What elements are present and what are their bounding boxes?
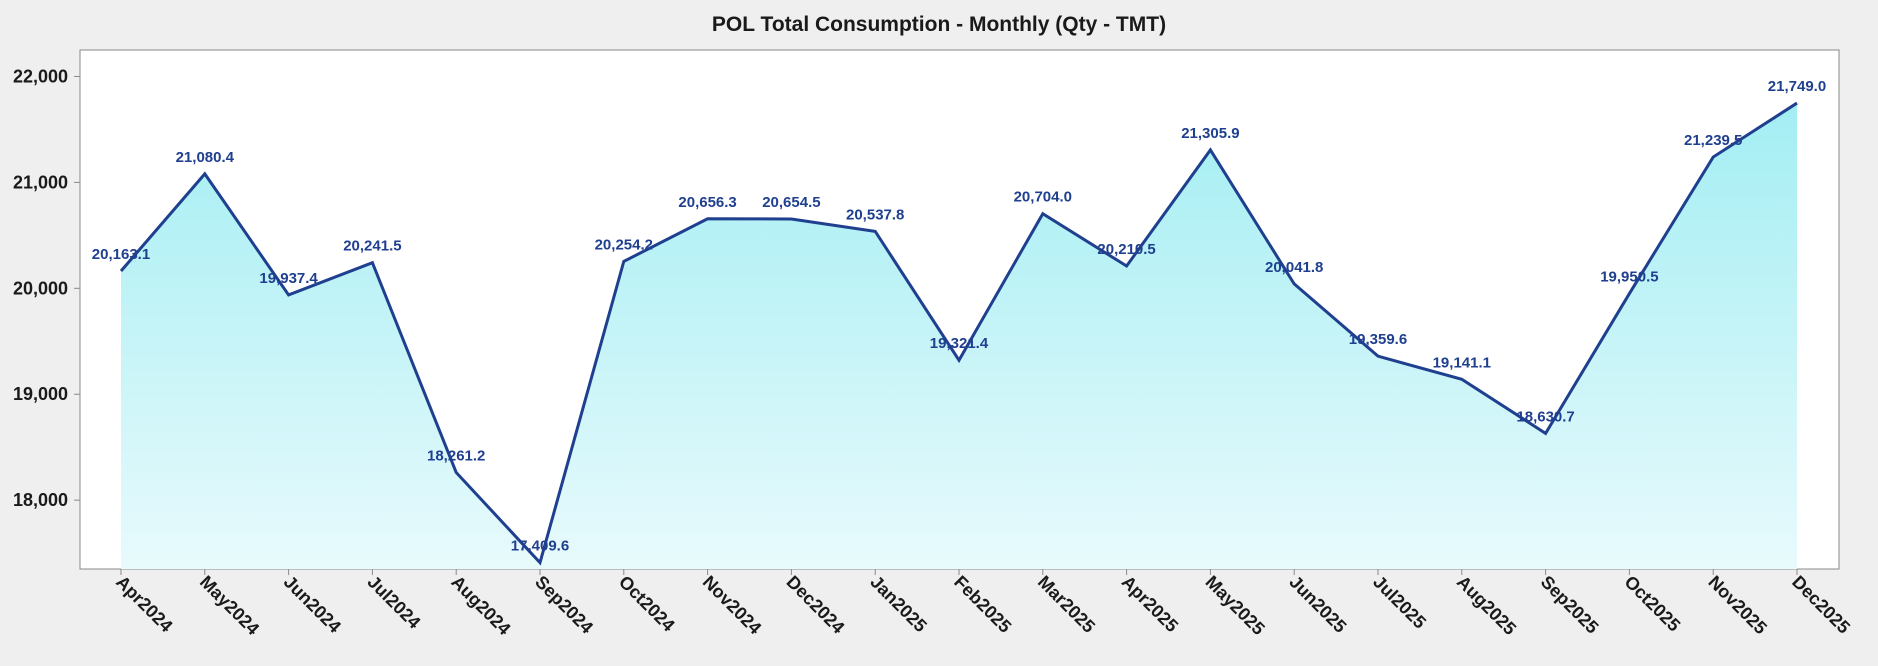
y-tick-label: 21,000 <box>13 172 68 192</box>
data-label: 20,654.5 <box>762 194 820 211</box>
x-tick-label: Aug2024 <box>447 572 514 639</box>
data-label: 20,210.5 <box>1097 241 1155 258</box>
x-tick-label: May2024 <box>196 572 263 639</box>
data-labels: 20,163.1 21,080.4 19,937.4 20,241.5 18,261.2… <box>92 78 1826 555</box>
x-tick-label: Oct2024 <box>615 572 679 636</box>
data-label: 17,409.6 <box>511 538 569 555</box>
data-label: 21,305.9 <box>1181 125 1239 142</box>
x-tick-label: Sep2024 <box>531 572 597 638</box>
data-label: 21,080.4 <box>176 149 235 166</box>
data-label: 19,950.5 <box>1600 269 1658 286</box>
series-area <box>121 103 1797 570</box>
data-label: 20,704.0 <box>1014 189 1072 206</box>
x-tick-label: Nov2024 <box>699 572 766 639</box>
data-label: 20,241.5 <box>343 238 401 255</box>
x-tick-label: Oct2025 <box>1621 572 1685 636</box>
data-label: 20,656.3 <box>678 194 736 211</box>
x-tick-label: May2025 <box>1202 572 1269 639</box>
x-tick-label: Apr2024 <box>112 572 176 636</box>
x-axis: Apr2024 May2024 Jun2024 Jul2024 Aug2024 Sep20… <box>112 569 1854 639</box>
data-label: 18,261.2 <box>427 447 485 464</box>
y-tick-label: 18,000 <box>13 490 68 510</box>
x-tick-label: Sep2025 <box>1537 572 1603 638</box>
x-tick-label: Dec2024 <box>783 572 849 638</box>
data-label: 19,359.6 <box>1349 331 1407 348</box>
y-axis: 18,000 19,000 20,000 21,000 22,000 <box>13 66 80 510</box>
data-label: 20,537.8 <box>846 206 904 223</box>
x-tick-label: Apr2025 <box>1118 572 1182 636</box>
x-tick-label: Aug2025 <box>1453 572 1520 639</box>
data-label: 21,239.5 <box>1684 132 1742 149</box>
x-tick-label: Jul2025 <box>1369 572 1430 633</box>
x-tick-label: Feb2025 <box>950 572 1015 637</box>
data-label: 21,749.0 <box>1768 78 1826 95</box>
y-tick-label: 22,000 <box>13 66 68 86</box>
x-tick-label: Jun2024 <box>280 572 345 637</box>
data-label: 20,041.8 <box>1265 259 1323 276</box>
x-tick-label: Jan2025 <box>866 572 930 636</box>
x-tick-label: Nov2025 <box>1704 572 1771 639</box>
y-tick-label: 20,000 <box>13 278 68 298</box>
data-label: 18,630.7 <box>1516 408 1574 425</box>
chart-title: POL Total Consumption - Monthly (Qty - T… <box>712 13 1166 36</box>
x-tick-label: Mar2025 <box>1034 572 1099 637</box>
series-group <box>119 101 1798 570</box>
data-label: 20,254.2 <box>595 236 653 253</box>
data-label: 20,163.1 <box>92 246 150 263</box>
x-tick-label: Dec2025 <box>1788 572 1854 638</box>
y-tick-label: 19,000 <box>13 384 68 404</box>
x-tick-label: Jul2024 <box>364 572 425 633</box>
data-label: 19,937.4 <box>259 270 318 287</box>
data-label: 19,321.4 <box>930 335 989 352</box>
data-label: 19,141.1 <box>1433 354 1491 371</box>
x-tick-label: Jun2025 <box>1285 572 1350 637</box>
